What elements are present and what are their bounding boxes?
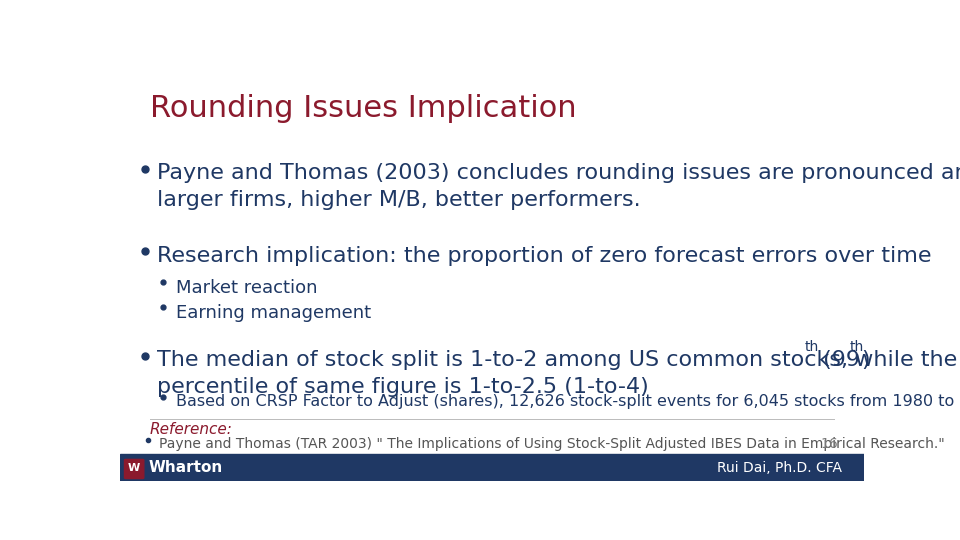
Text: Research implication: the proportion of zero forecast errors over time: Research implication: the proportion of … (157, 246, 932, 266)
Text: 16: 16 (820, 437, 838, 451)
Text: ): ) (861, 349, 870, 369)
Text: Payne and Thomas (2003) concludes rounding issues are pronounced among
larger fi: Payne and Thomas (2003) concludes roundi… (157, 163, 960, 210)
Text: Based on CRSP Factor to Adjust (shares), 12,626 stock-split events for 6,045 sto: Based on CRSP Factor to Adjust (shares),… (176, 394, 960, 409)
Text: Reference:: Reference: (150, 422, 232, 436)
FancyBboxPatch shape (125, 460, 144, 478)
Text: W: W (128, 462, 140, 472)
Text: Market reaction: Market reaction (176, 279, 318, 297)
Text: Payne and Thomas (TAR 2003) " The Implications of Using Stock-Split Adjusted IBE: Payne and Thomas (TAR 2003) " The Implic… (158, 437, 945, 451)
Text: th: th (850, 341, 864, 354)
Text: Rui Dai, Ph.D. CFA: Rui Dai, Ph.D. CFA (717, 461, 842, 475)
Text: Earning management: Earning management (176, 304, 371, 322)
Text: Rounding Issues Implication: Rounding Issues Implication (150, 94, 576, 123)
Text: percentile of same figure is 1-to-2.5 (1-to-4): percentile of same figure is 1-to-2.5 (1… (157, 377, 649, 397)
Text: Wharton: Wharton (148, 460, 223, 475)
Bar (120, 454, 864, 481)
Text: The median of stock split is 1-to-2 among US common stocks, while the 95: The median of stock split is 1-to-2 amon… (157, 349, 960, 369)
Text: th: th (804, 341, 819, 354)
Text: (99: (99 (816, 349, 860, 369)
